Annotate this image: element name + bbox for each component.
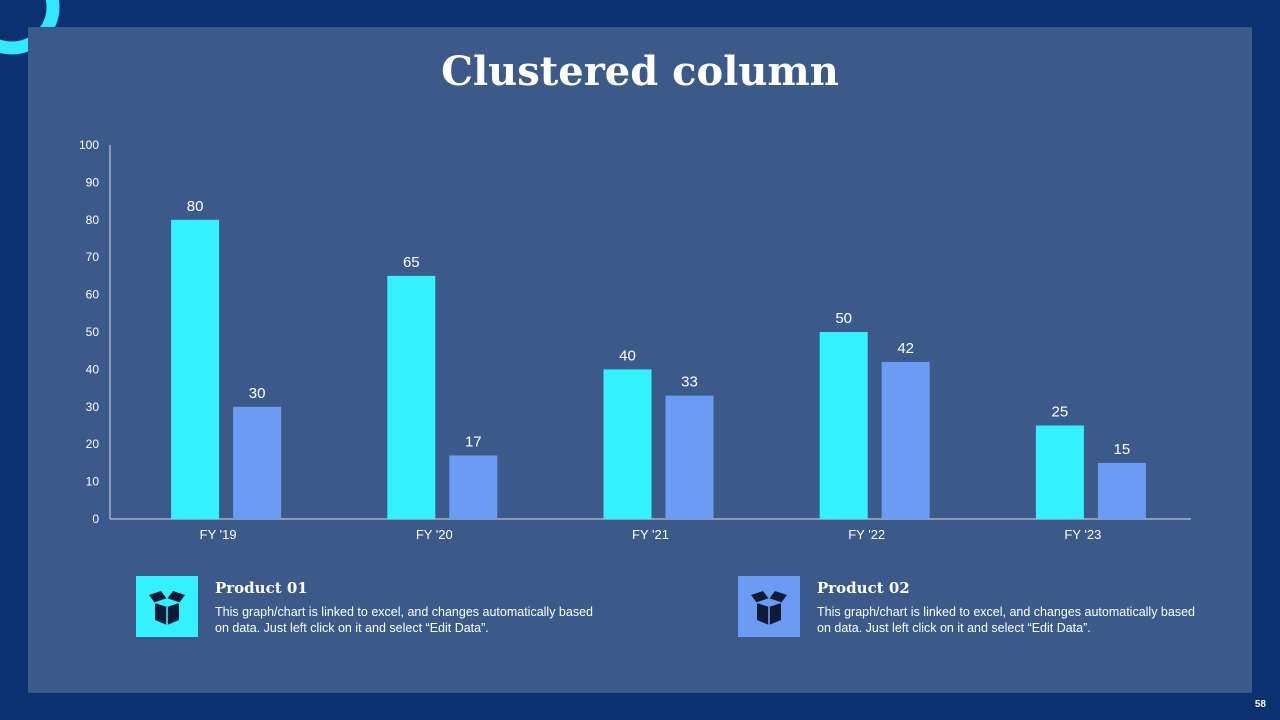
y-tick-label: 90 [86,175,100,189]
data-label: 50 [835,310,852,327]
bar-product-02 [449,455,498,519]
y-tick-label: 60 [86,288,100,302]
y-tick-label: 50 [86,325,100,339]
data-label: 40 [619,347,636,364]
bar-product-01 [819,332,868,519]
bar-product-02 [233,406,282,519]
legend-title: Product 02 [817,579,910,597]
y-tick-label: 10 [86,475,100,489]
bar-product-01 [171,219,220,520]
data-label: 17 [465,433,482,450]
x-tick-label: FY '19 [200,527,237,542]
legend-icon-box-product-01 [136,576,198,637]
legend-product-01: Product 01 This graph/chart is linked to… [136,576,606,638]
y-tick-label: 40 [86,362,100,376]
x-tick-label: FY '23 [1064,527,1101,542]
open-box-icon [149,590,185,625]
legend-product-02: Product 02 This graph/chart is linked to… [738,576,1208,638]
open-box-icon [751,590,787,625]
data-label: 33 [681,374,698,391]
legend-title: Product 01 [215,579,308,597]
bar-product-01 [603,369,652,519]
bar-product-02 [665,395,714,519]
x-tick-label: FY '20 [416,527,453,542]
y-tick-label: 0 [92,512,99,526]
bar-product-01 [1035,425,1084,519]
y-tick-label: 100 [79,138,99,152]
bar-product-01 [387,275,436,519]
legend-description: This graph/chart is linked to excel, and… [817,605,1195,635]
data-label: 30 [249,385,266,402]
slide-title: Clustered column [441,48,839,95]
x-tick-label: FY '22 [848,527,885,542]
legend-description: This graph/chart is linked to excel, and… [215,605,593,635]
legend-icon-box-product-02 [738,576,800,637]
bar-product-02 [1097,462,1146,519]
data-label: 42 [897,340,914,357]
data-label: 25 [1052,404,1069,421]
page-number: 58 [1254,699,1266,710]
y-tick-label: 80 [86,213,100,227]
data-label: 15 [1114,441,1131,458]
data-label: 65 [403,254,420,271]
y-tick-label: 20 [86,437,100,451]
y-tick-label: 70 [86,250,100,264]
bar-product-02 [881,361,930,519]
content-panel [28,27,1252,693]
y-tick-label: 30 [86,400,100,414]
x-tick-label: FY '21 [632,527,669,542]
data-label: 80 [187,198,204,215]
